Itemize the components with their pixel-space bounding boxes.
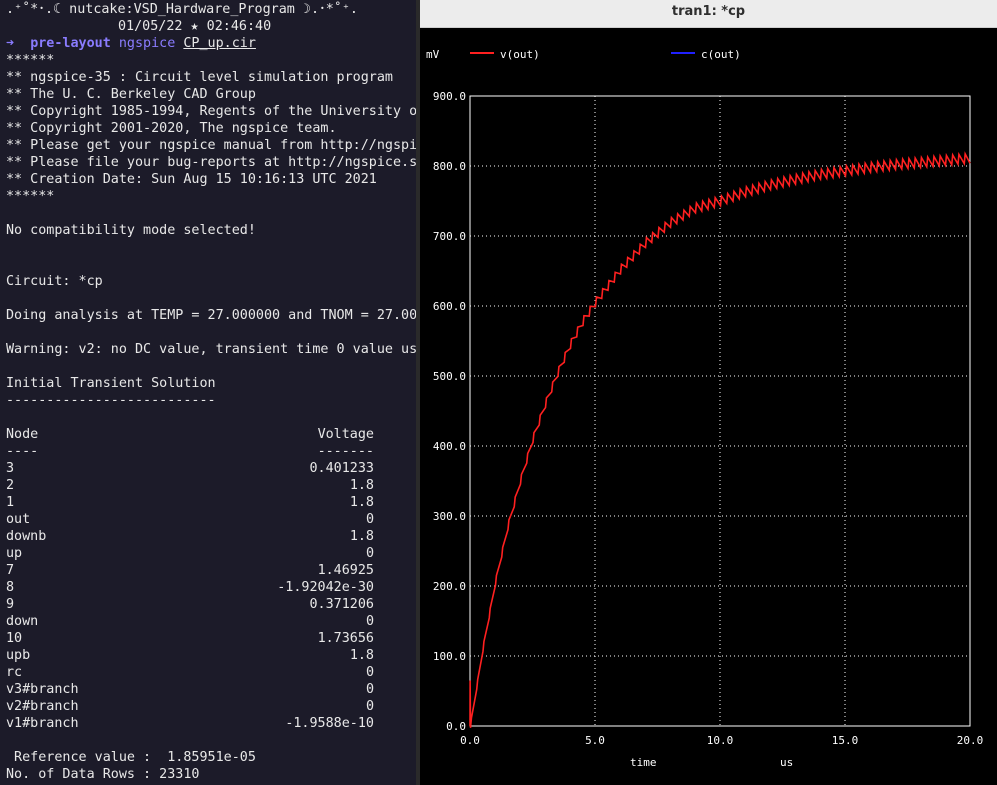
info-line: ** Please get your ngspice manual from h… <box>6 138 416 153</box>
row-node-name: 7 <box>6 563 15 578</box>
row-node-name: rc <box>6 665 23 680</box>
row-node-name: up <box>6 546 23 561</box>
row-voltage-value: 0 <box>365 546 374 561</box>
row-voltage-value: 0 <box>365 614 374 629</box>
y-unit-label: mV <box>426 48 440 61</box>
y-tick-label: 500.0 <box>433 370 466 383</box>
plot-window[interactable]: tran1: *cp mV v(out) c(out) 0.0 100.0 200.… <box>420 0 997 785</box>
y-tick-label: 100.0 <box>433 650 466 663</box>
data-rows-count: No. of Data Rows : 23310 <box>6 767 200 782</box>
row-node-name: 3 <box>6 461 15 476</box>
row-node-name: down <box>6 614 39 629</box>
row-node-name: 1 <box>6 495 15 510</box>
prompt-file-argument: CP_up.cir <box>183 36 256 51</box>
warning-line: Warning: v2: no DC value, transient time… <box>6 342 416 357</box>
x-tick-labels: 0.0 5.0 10.0 15.0 20.0 <box>460 734 983 747</box>
stars-line: ****** <box>6 189 55 204</box>
compat-message: No compatibility mode selected! <box>6 223 256 238</box>
info-line: ** Creation Date: Sun Aug 15 10:16:13 UT… <box>6 172 377 187</box>
y-tick-label: 800.0 <box>433 160 466 173</box>
info-line: ** ngspice-35 : Circuit level simulation… <box>6 70 393 85</box>
x-axis-unit: us <box>780 756 793 769</box>
plot-area[interactable]: mV v(out) c(out) 0.0 100.0 200.0 300.0 400.0… <box>420 28 997 785</box>
info-line: ** Please file your bug-reports at http:… <box>6 155 416 170</box>
row-voltage-value: 0 <box>365 699 374 714</box>
prompt-directory: pre-layout <box>30 36 111 51</box>
y-tick-label: 400.0 <box>433 440 466 453</box>
heading-underline: -------------------------- <box>6 393 216 408</box>
circuit-name: Circuit: *cp <box>6 274 103 289</box>
row-node-name: v2#branch <box>6 699 79 714</box>
row-node-name: upb <box>6 648 31 663</box>
row-node-name: out <box>6 512 31 527</box>
x-axis-label: time <box>630 756 657 769</box>
row-node-name: 10 <box>6 631 23 646</box>
row-voltage-value: 1.73656 <box>317 631 374 646</box>
column-header-node: Node <box>6 427 39 442</box>
y-tick-label: 300.0 <box>433 510 466 523</box>
y-tick-label: 0.0 <box>446 720 466 733</box>
transient-plot: mV v(out) c(out) 0.0 100.0 200.0 300.0 400.0… <box>426 48 983 769</box>
plot-grid <box>469 95 971 727</box>
column-dash-voltage: ------- <box>317 444 374 459</box>
row-voltage-value: 1.8 <box>349 529 374 544</box>
terminal-datetime: 01/05/22 ★ 02:46:40 <box>118 19 272 34</box>
initial-solution-heading: Initial Transient Solution <box>6 376 216 391</box>
info-line: ** Copyright 2001-2020, The ngspice team… <box>6 121 337 136</box>
reference-value: Reference value : 1.85951e-05 <box>6 750 256 765</box>
row-node-name: 8 <box>6 580 15 595</box>
x-tick-label: 10.0 <box>707 734 734 747</box>
plot-frame <box>469 95 971 727</box>
x-tick-label: 20.0 <box>957 734 984 747</box>
row-voltage-value: 1.46925 <box>317 563 374 578</box>
row-node-name: downb <box>6 529 47 544</box>
row-voltage-value: 1.8 <box>349 478 374 493</box>
stars-line: ****** <box>6 53 55 68</box>
info-line: ** Copyright 1985-1994, Regents of the U… <box>6 104 416 119</box>
row-voltage-value: 0.371206 <box>309 597 375 612</box>
y-tick-label: 700.0 <box>433 230 466 243</box>
row-voltage-value: 0 <box>365 665 374 680</box>
y-tick-label: 200.0 <box>433 580 466 593</box>
row-voltage-value: 0 <box>365 682 374 697</box>
analysis-line: Doing analysis at TEMP = 27.000000 and T… <box>6 308 416 323</box>
terminal-banner: .⁺˚*･.☾ nutcake:VSD_Hardware_Program ☽.･… <box>6 2 358 17</box>
row-voltage-value: 1.8 <box>349 648 374 663</box>
window-divider <box>416 0 420 785</box>
terminal-window[interactable]: .⁺˚*･.☾ nutcake:VSD_Hardware_Program ☽.･… <box>0 0 416 785</box>
info-line: ** The U. C. Berkeley CAD Group <box>6 87 256 102</box>
prompt-arrow-icon: ➜ <box>6 36 15 51</box>
prompt-command: ngspice <box>118 36 176 51</box>
row-node-name: 9 <box>6 597 15 612</box>
y-tick-labels: 0.0 100.0 200.0 300.0 400.0 500.0 600.0 700.0 80… <box>433 90 466 733</box>
y-tick-label: 900.0 <box>433 90 466 103</box>
row-voltage-value: -1.9588e-10 <box>285 716 374 731</box>
column-dash-node: ---- <box>6 444 39 459</box>
row-node-name: v3#branch <box>6 682 79 697</box>
plot-window-title: tran1: *cp <box>420 0 997 28</box>
row-voltage-value: -1.92042e-30 <box>277 580 374 595</box>
row-node-name: v1#branch <box>6 716 79 731</box>
y-tick-label: 600.0 <box>433 300 466 313</box>
row-voltage-value: 0.401233 <box>309 461 375 476</box>
row-node-name: 2 <box>6 478 15 493</box>
series-line-vout <box>469 151 971 728</box>
row-voltage-value: 1.8 <box>349 495 374 510</box>
x-tick-label: 0.0 <box>460 734 480 747</box>
x-tick-label: 15.0 <box>832 734 859 747</box>
terminal-prompt: ➜ pre-layout ngspice CP_up.cir <box>6 35 256 52</box>
legend-label-vout: v(out) <box>500 48 540 61</box>
x-tick-label: 5.0 <box>585 734 605 747</box>
column-header-voltage: Voltage <box>317 427 374 442</box>
legend-label-cout: c(out) <box>701 48 741 61</box>
row-voltage-value: 0 <box>365 512 374 527</box>
